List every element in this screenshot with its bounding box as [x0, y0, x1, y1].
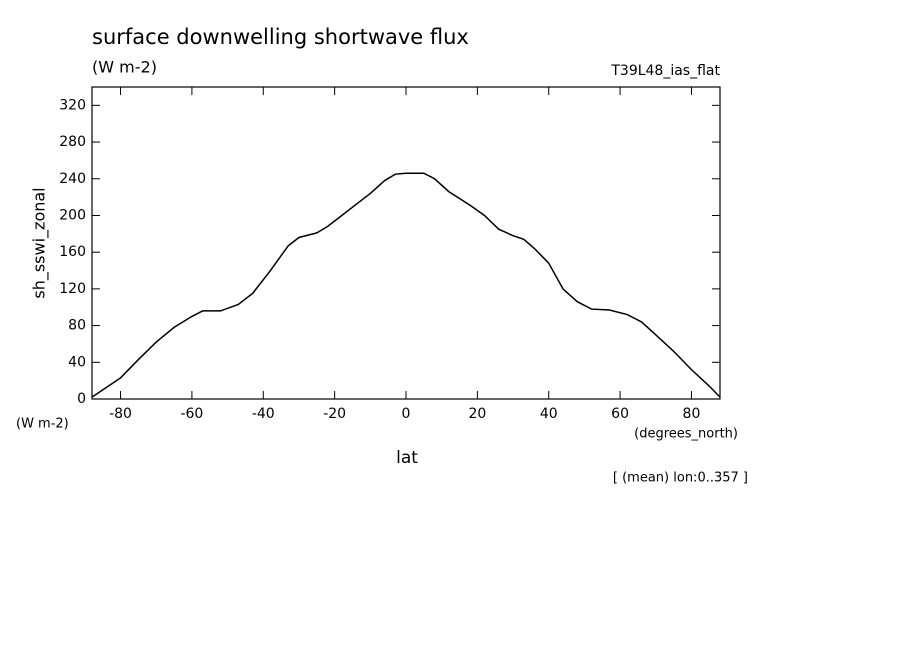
note: [ (mean) lon:0..357 ] [613, 471, 748, 486]
x-units: (degrees_north) [634, 427, 738, 442]
y-tick-label: 40 [68, 354, 86, 370]
x-tick-label: -40 [252, 406, 275, 422]
y-units: (W m-2) [16, 417, 69, 432]
x-tick-label: -80 [109, 406, 132, 422]
y-tick-label: 200 [59, 207, 86, 223]
y-tick-label: 80 [68, 318, 86, 334]
y-tick-label: 240 [59, 171, 86, 187]
plot-frame [91, 86, 721, 400]
x-tick-label: -60 [180, 406, 203, 422]
line [91, 172, 721, 398]
units: (W m-2) [92, 58, 157, 77]
chart-title: surface downwelling shortwave flux [92, 25, 469, 49]
x-tick-label: 60 [611, 406, 629, 422]
y-axis-label: sh_sswi_zonal [30, 187, 50, 298]
y-tick-label: 120 [59, 281, 86, 297]
x-axis-label: lat [396, 448, 418, 468]
y-tick-label: 280 [59, 134, 86, 150]
x-tick-label: -20 [323, 406, 346, 422]
x-tick-label: 0 [402, 406, 411, 422]
dataset: T39L48_ias_flat [610, 63, 720, 79]
x-tick-label: 40 [540, 406, 558, 422]
y-tick-label: 160 [59, 244, 86, 260]
x-tick-label: 20 [468, 406, 486, 422]
y-tick-label: 0 [77, 391, 86, 407]
y-tick-label: 320 [59, 97, 86, 113]
x-tick-label: 80 [683, 406, 701, 422]
